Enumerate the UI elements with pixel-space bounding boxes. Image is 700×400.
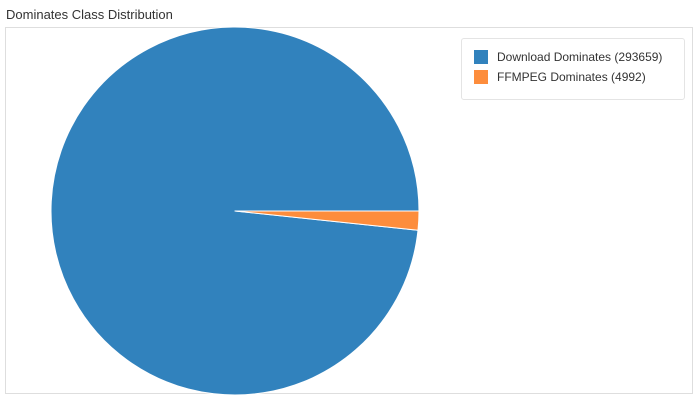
legend-label: FFMPEG Dominates (4992)	[497, 70, 646, 84]
legend-swatch	[474, 70, 488, 84]
chart-title: Dominates Class Distribution	[6, 7, 173, 22]
legend-item-1: Download Dominates (293659)	[474, 48, 662, 66]
legend-item-2: FFMPEG Dominates (4992)	[474, 68, 646, 86]
legend-swatch	[474, 50, 488, 64]
legend-label: Download Dominates (293659)	[497, 50, 663, 64]
legend: Download Dominates (293659) FFMPEG Domina…	[461, 38, 685, 100]
pie-slice-2	[234, 210, 420, 231]
